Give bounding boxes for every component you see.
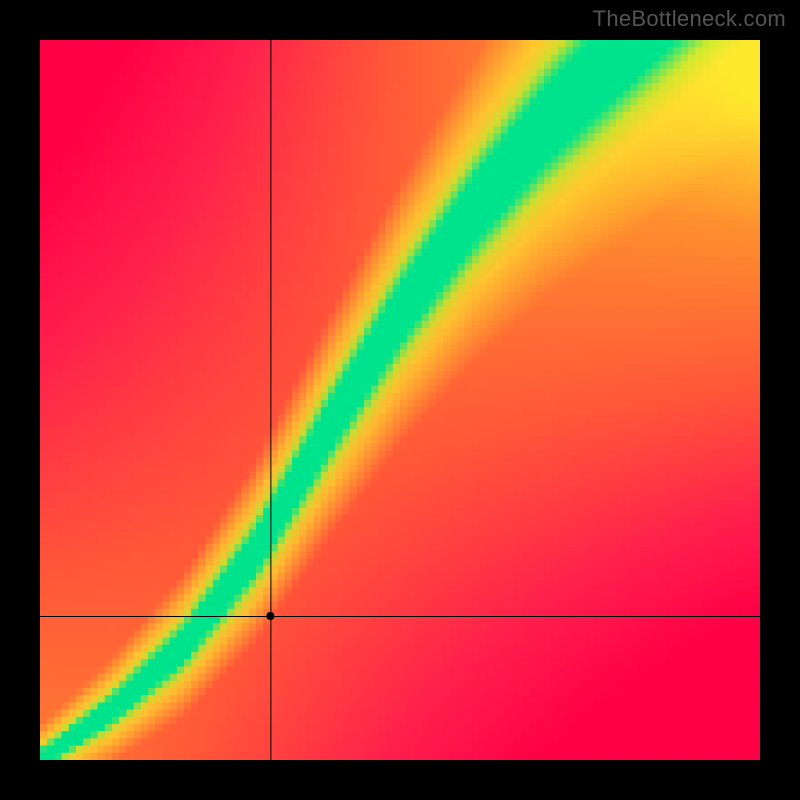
watermark-text: TheBottleneck.com [593,6,786,32]
chart-container: TheBottleneck.com [0,0,800,800]
bottleneck-heatmap [40,40,760,760]
